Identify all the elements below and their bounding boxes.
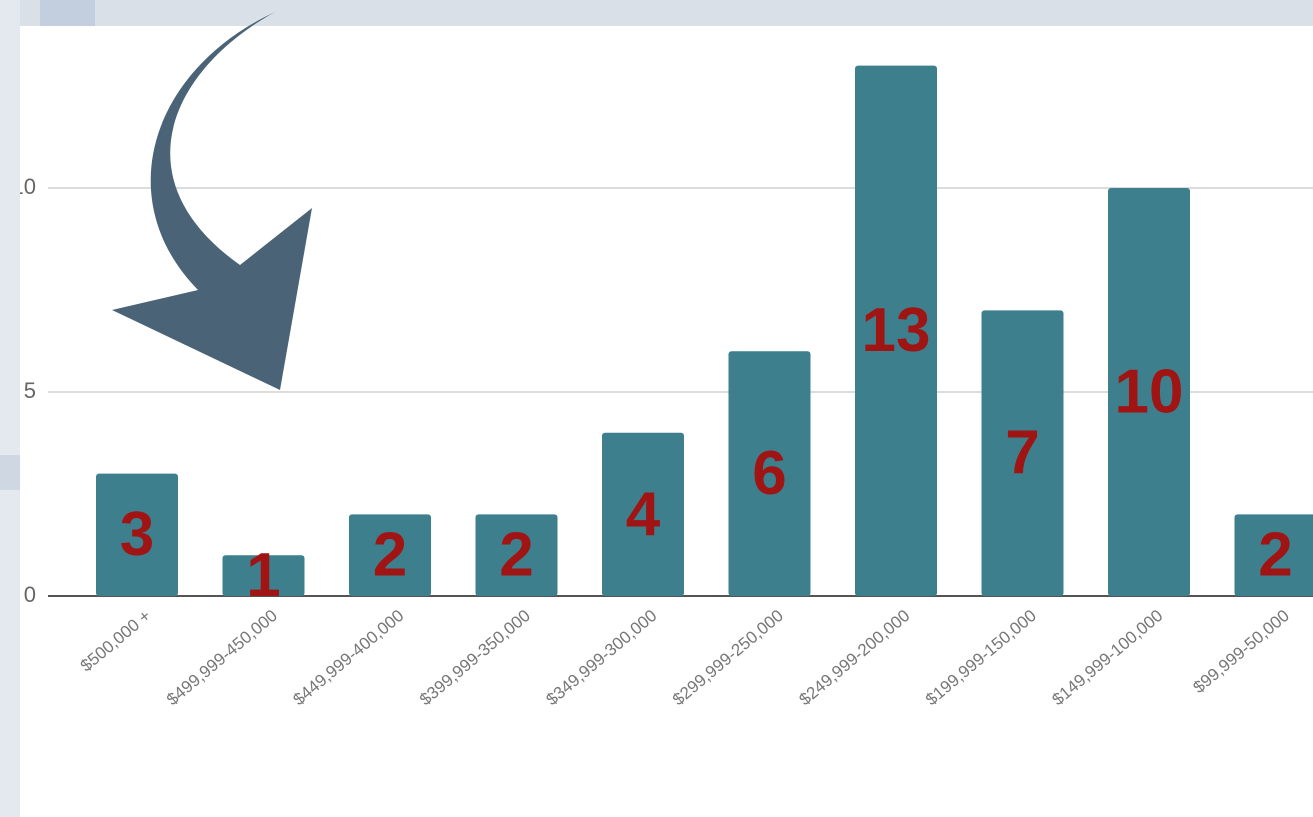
bar [981,310,1064,596]
bar [855,65,937,597]
data-label: 3 [120,500,154,569]
data-label: 1 [246,541,280,610]
data-label: 13 [862,296,931,365]
banner-tab [40,0,95,26]
data-label: 2 [499,521,533,590]
bar [1108,188,1190,596]
arrow-annotation [112,12,312,390]
bar [222,555,305,596]
bar [349,514,431,596]
bar [602,432,684,596]
y-tick-label: 0 [24,582,36,607]
bar [96,473,178,596]
data-label: 2 [1258,521,1292,590]
y-tick-label: 5 [24,378,36,403]
bar [475,514,558,596]
top-banner [0,0,1313,26]
data-label: 4 [626,480,661,549]
left-panel [0,0,20,817]
bar [1234,514,1313,596]
data-label: 10 [1115,357,1184,426]
bar [728,351,811,596]
data-label: 7 [1005,419,1039,488]
data-label: 6 [752,439,786,508]
data-label: 2 [373,521,407,590]
left-panel-tab [0,455,20,490]
